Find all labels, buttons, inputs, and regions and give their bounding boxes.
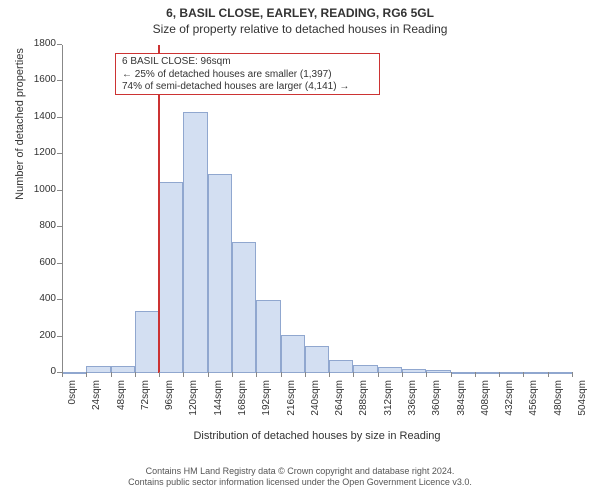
- chart-root: 6, BASIL CLOSE, EARLEY, READING, RG6 5GL…: [0, 0, 600, 500]
- x-tick-mark: [159, 372, 160, 377]
- histogram-bar: [159, 182, 183, 373]
- histogram-bar: [281, 335, 305, 373]
- y-tick-label: 600: [24, 257, 56, 268]
- y-tick-mark: [57, 336, 62, 337]
- x-tick-label: 264sqm: [334, 380, 345, 420]
- histogram-bar: [256, 300, 280, 373]
- x-tick-label: 384sqm: [456, 380, 467, 420]
- histogram-bar: [499, 372, 523, 374]
- histogram-bar: [451, 372, 475, 374]
- histogram-bar: [475, 372, 499, 374]
- y-tick-label: 1400: [24, 111, 56, 122]
- histogram-bar: [402, 369, 426, 373]
- histogram-bar: [378, 367, 402, 373]
- x-tick-label: 240sqm: [310, 380, 321, 420]
- footer-line1: Contains HM Land Registry data © Crown c…: [0, 466, 600, 477]
- x-tick-label: 72sqm: [140, 380, 151, 420]
- x-tick-label: 480sqm: [553, 380, 564, 420]
- x-tick-label: 216sqm: [286, 380, 297, 420]
- x-tick-mark: [256, 372, 257, 377]
- y-axis-line: [62, 45, 63, 373]
- x-tick-label: 48sqm: [116, 380, 127, 420]
- y-tick-label: 0: [24, 366, 56, 377]
- y-tick-label: 1800: [24, 38, 56, 49]
- x-tick-mark: [402, 372, 403, 377]
- x-tick-mark: [426, 372, 427, 377]
- x-tick-label: 168sqm: [237, 380, 248, 420]
- y-tick-label: 200: [24, 330, 56, 341]
- histogram-bar: [135, 311, 159, 373]
- x-tick-mark: [232, 372, 233, 377]
- x-tick-label: 408sqm: [480, 380, 491, 420]
- x-axis-label: Distribution of detached houses by size …: [62, 430, 572, 442]
- annotation-line1: 6 BASIL CLOSE: 96sqm: [122, 56, 373, 69]
- annotation-box: 6 BASIL CLOSE: 96sqm ← 25% of detached h…: [115, 53, 380, 95]
- chart-title-line1: 6, BASIL CLOSE, EARLEY, READING, RG6 5GL: [0, 6, 600, 20]
- x-tick-label: 0sqm: [67, 380, 78, 420]
- histogram-bar: [329, 360, 353, 373]
- y-tick-mark: [57, 263, 62, 264]
- x-tick-label: 432sqm: [504, 380, 515, 420]
- histogram-bar: [353, 365, 377, 373]
- x-tick-label: 336sqm: [407, 380, 418, 420]
- x-tick-label: 120sqm: [188, 380, 199, 420]
- y-tick-mark: [57, 44, 62, 45]
- x-tick-mark: [86, 372, 87, 377]
- x-tick-label: 312sqm: [383, 380, 394, 420]
- y-tick-mark: [57, 80, 62, 81]
- annotation-line2: ← 25% of detached houses are smaller (1,…: [122, 69, 373, 82]
- x-tick-mark: [378, 372, 379, 377]
- x-tick-mark: [499, 372, 500, 377]
- x-tick-mark: [62, 372, 63, 377]
- chart-title-line2: Size of property relative to detached ho…: [0, 22, 600, 36]
- y-tick-mark: [57, 117, 62, 118]
- x-tick-label: 288sqm: [358, 380, 369, 420]
- y-tick-label: 1600: [24, 74, 56, 85]
- x-tick-mark: [111, 372, 112, 377]
- x-tick-mark: [353, 372, 354, 377]
- annotation-line3: 74% of semi-detached houses are larger (…: [122, 81, 373, 94]
- x-tick-mark: [451, 372, 452, 377]
- x-tick-mark: [281, 372, 282, 377]
- x-tick-mark: [523, 372, 524, 377]
- x-tick-mark: [183, 372, 184, 377]
- y-tick-label: 800: [24, 220, 56, 231]
- histogram-bar: [523, 372, 547, 374]
- x-tick-label: 96sqm: [164, 380, 175, 420]
- histogram-bar: [232, 242, 256, 373]
- histogram-bar: [62, 372, 86, 374]
- x-tick-label: 144sqm: [213, 380, 224, 420]
- x-tick-mark: [572, 372, 573, 377]
- y-tick-mark: [57, 226, 62, 227]
- y-tick-mark: [57, 153, 62, 154]
- x-tick-label: 360sqm: [431, 380, 442, 420]
- x-tick-mark: [135, 372, 136, 377]
- x-tick-label: 192sqm: [261, 380, 272, 420]
- histogram-bar: [426, 370, 450, 373]
- x-tick-label: 456sqm: [528, 380, 539, 420]
- x-tick-mark: [329, 372, 330, 377]
- x-tick-label: 504sqm: [577, 380, 588, 420]
- histogram-bar: [183, 112, 207, 373]
- x-tick-label: 24sqm: [91, 380, 102, 420]
- y-tick-mark: [57, 190, 62, 191]
- x-tick-mark: [305, 372, 306, 377]
- y-tick-label: 1000: [24, 184, 56, 195]
- histogram-bar: [208, 174, 232, 373]
- x-tick-mark: [208, 372, 209, 377]
- histogram-bar: [111, 366, 135, 373]
- y-tick-mark: [57, 299, 62, 300]
- footer-line2: Contains public sector information licen…: [0, 477, 600, 488]
- y-tick-label: 1200: [24, 147, 56, 158]
- y-tick-label: 400: [24, 293, 56, 304]
- footer: Contains HM Land Registry data © Crown c…: [0, 466, 600, 488]
- x-tick-mark: [548, 372, 549, 377]
- histogram-bar: [548, 372, 572, 374]
- histogram-bar: [305, 346, 329, 373]
- histogram-bar: [86, 366, 110, 373]
- x-tick-mark: [475, 372, 476, 377]
